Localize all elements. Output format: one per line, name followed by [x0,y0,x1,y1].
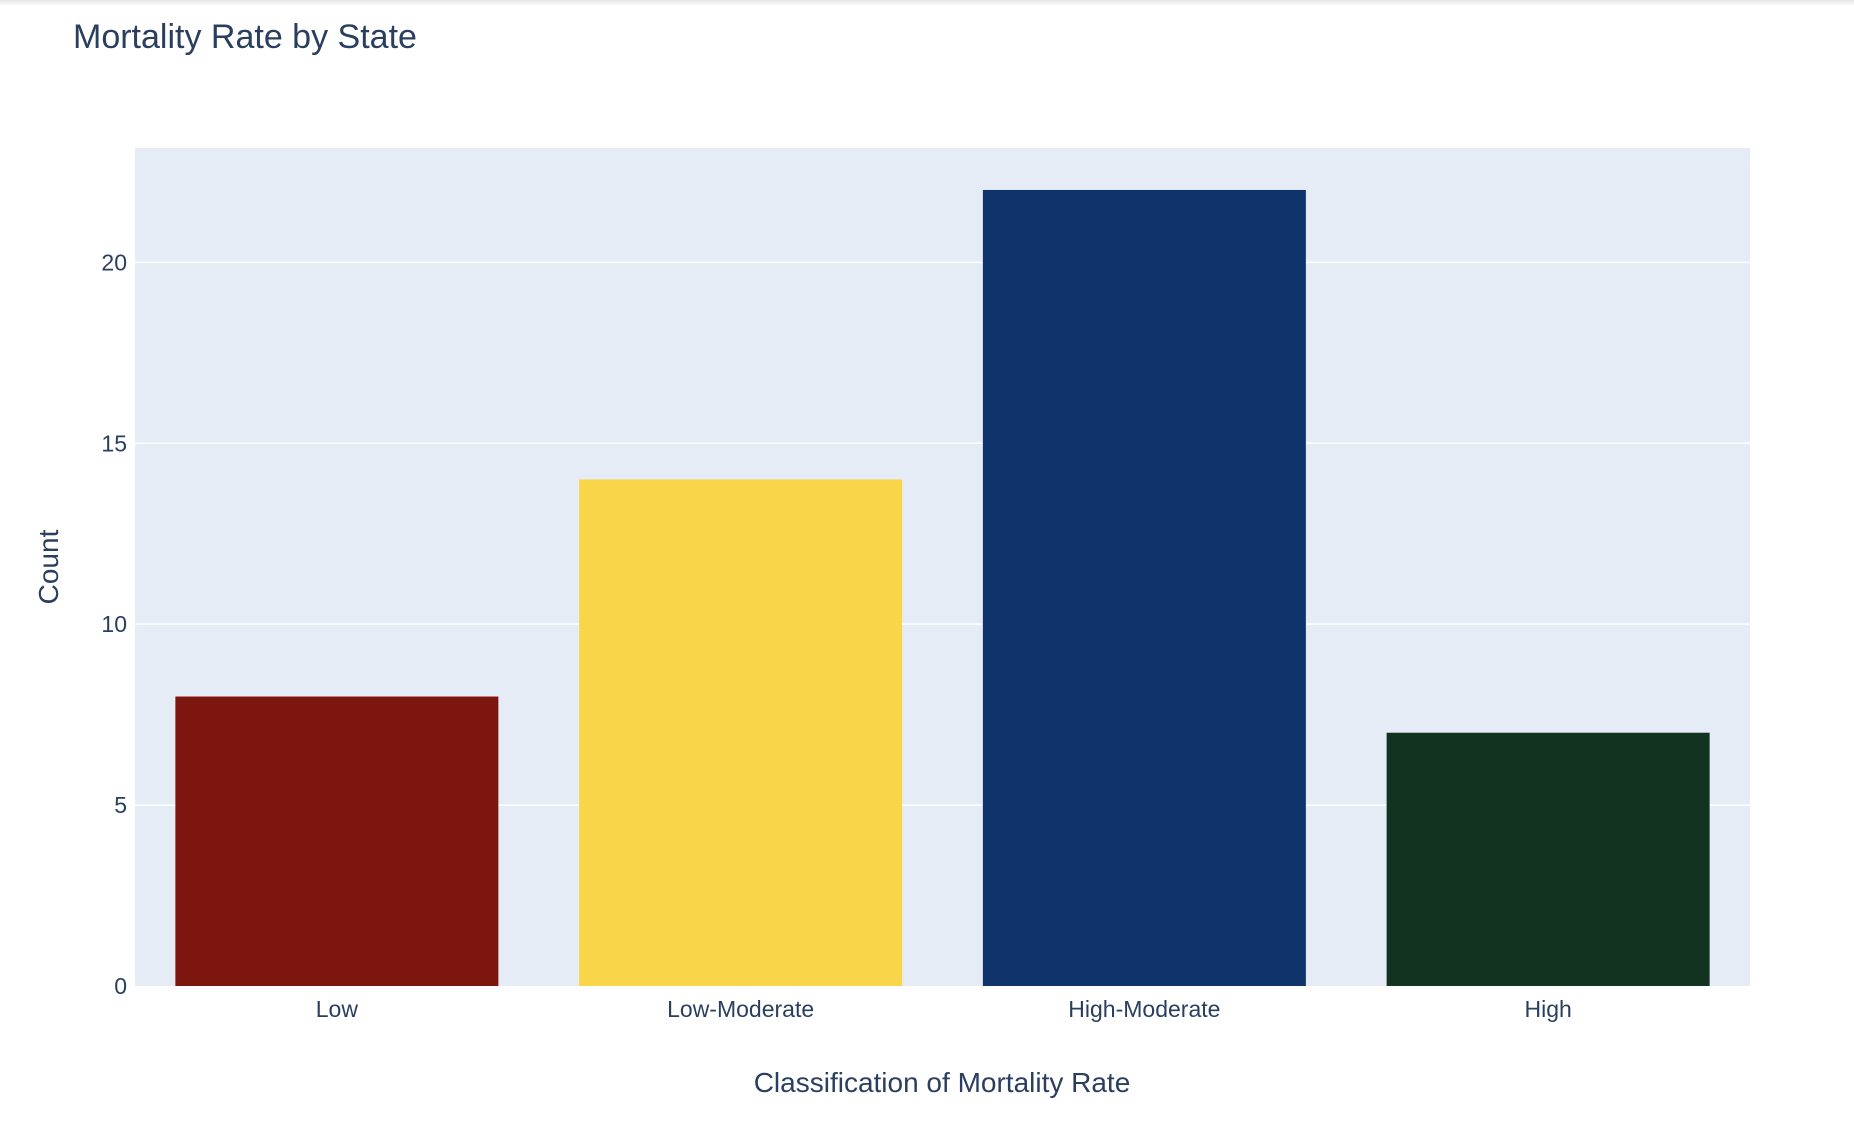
bar-high-moderate[interactable] [982,189,1306,987]
x-tick-label: Low-Moderate [667,996,814,1022]
x-tick-labels: Low Low-Moderate High-Moderate High [316,996,1572,1022]
y-tick-label: 10 [101,611,127,637]
y-axis-title: Count [33,529,64,604]
y-tick-labels: 0 5 10 15 20 [101,249,127,999]
bar-low[interactable] [175,696,499,986]
window-top-shadow [0,0,1854,6]
y-tick-label: 15 [101,430,127,456]
bar-low-moderate[interactable] [579,479,903,986]
bars [175,189,1710,987]
chart-title: Mortality Rate by State [73,18,417,56]
bar-high[interactable] [1386,732,1710,986]
x-tick-label: Low [316,996,359,1022]
y-tick-label: 5 [114,792,127,818]
y-tick-label: 0 [114,973,127,999]
x-tick-label: High [1524,996,1571,1022]
x-tick-label: High-Moderate [1068,996,1220,1022]
x-axis-title: Classification of Mortality Rate [754,1067,1131,1098]
y-tick-label: 20 [101,249,127,275]
